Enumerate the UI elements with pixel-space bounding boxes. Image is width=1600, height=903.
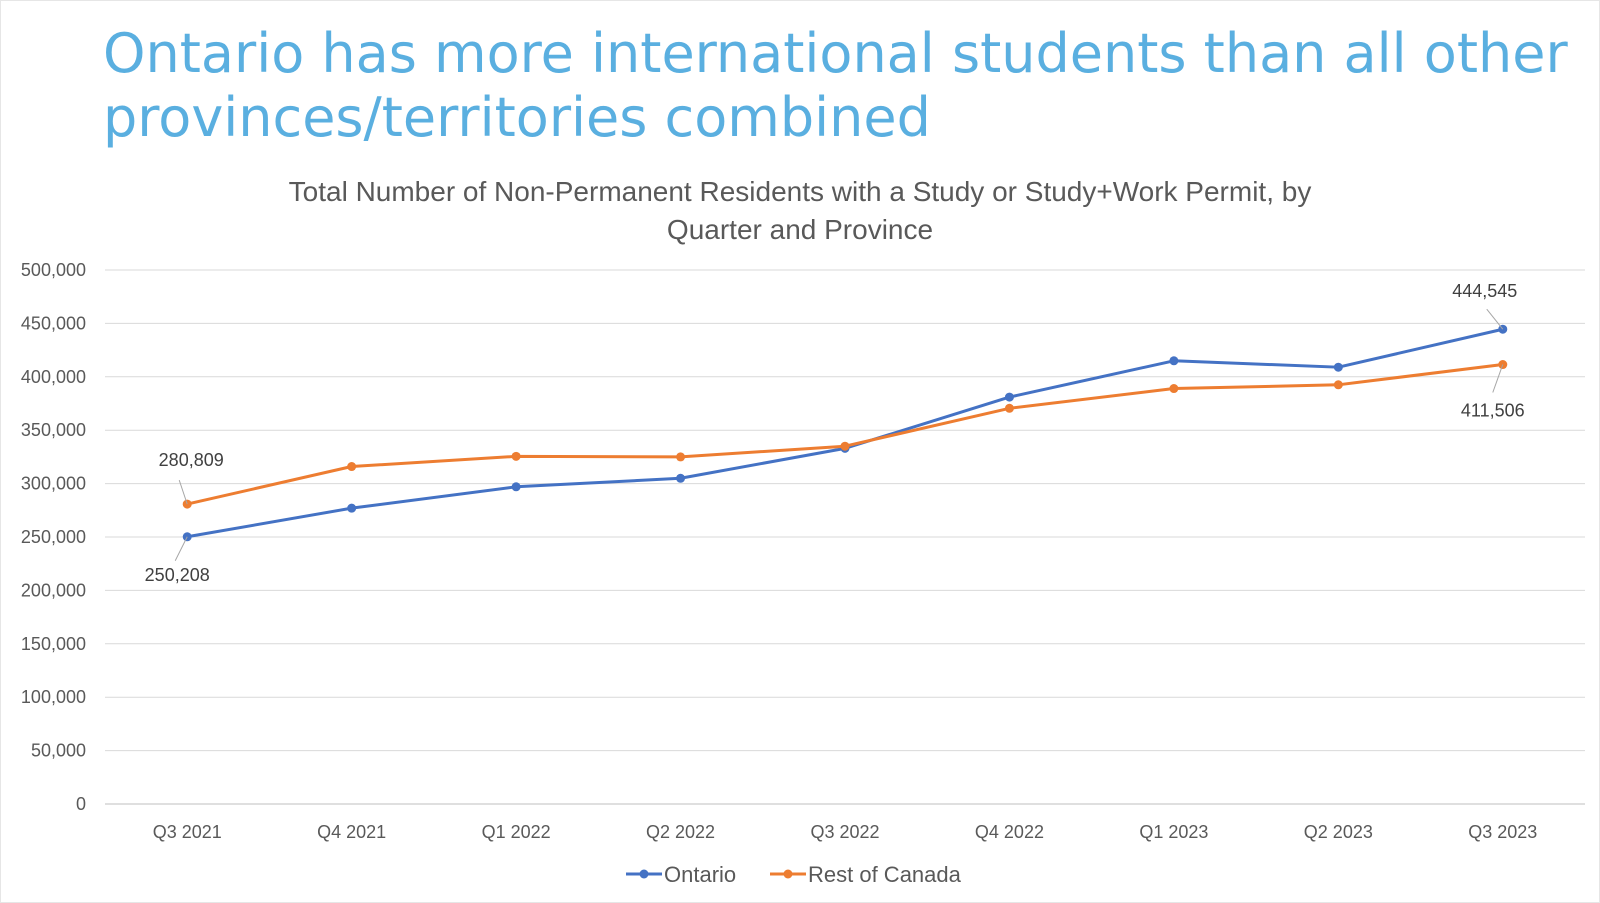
x-tick-label: Q3 2023 [1468,822,1537,842]
legend-item-ontario: Ontario [626,862,736,887]
y-tick-label: 200,000 [21,580,86,600]
data-label: 250,208 [145,565,210,585]
data-point [840,441,850,451]
x-tick-label: Q4 2022 [975,822,1044,842]
data-label: 411,506 [1461,401,1525,421]
data-label-leader [174,536,188,562]
data-point [1004,392,1014,402]
x-tick-label: Q1 2023 [1139,822,1208,842]
x-tick-label: Q3 2022 [810,822,879,842]
data-point [1333,362,1343,372]
y-tick-label: 500,000 [21,260,86,280]
y-tick-label: 350,000 [21,420,86,440]
legend-swatch-marker [783,869,793,879]
data-label: 280,809 [159,450,224,470]
y-axis: 0 50,000 100,000 150,000 200,000 250,000 300,0… [21,260,86,814]
y-tick-label: 150,000 [21,634,86,654]
chart-title-line-2: Quarter and Province [667,214,933,245]
x-axis: Q3 2021 Q4 2021 Q1 2022 Q2 2022 Q3 2022 Q4 20… [153,822,1538,842]
data-point [1169,384,1179,394]
data-point [511,451,521,461]
y-tick-label: 250,000 [21,527,86,547]
data-label-leader [1486,308,1504,330]
data-label: 444,545 [1452,281,1517,301]
series-ontario [182,324,1508,542]
data-point [1004,403,1014,413]
x-tick-label: Q1 2022 [482,822,551,842]
legend-swatch-marker [639,869,649,879]
chart-legend: Ontario Rest of Canada [626,862,962,887]
data-point [1333,380,1343,390]
x-tick-label: Q4 2021 [317,822,386,842]
data-label-leader [178,479,188,505]
series-line [185,327,1505,539]
x-tick-label: Q2 2022 [646,822,715,842]
data-point [1169,356,1179,366]
data-label-leader [1492,364,1504,393]
chart-title-line-1: Total Number of Non-Permanent Residents … [289,176,1312,207]
data-point [347,503,357,513]
slide-headline: Ontario has more international students … [103,22,1583,150]
data-point [347,462,357,472]
data-labels: 250,208 280,809 444,545 411,506 [145,281,1525,585]
legend-label: Rest of Canada [808,862,962,887]
y-tick-label: 450,000 [21,313,86,333]
data-point [676,452,686,462]
data-point [511,482,521,492]
legend-item-rest-of-canada: Rest of Canada [770,862,962,887]
y-tick-label: 300,000 [21,474,86,494]
y-tick-label: 50,000 [31,741,86,761]
y-tick-label: 100,000 [21,687,86,707]
data-point [676,473,686,483]
x-tick-label: Q3 2021 [153,822,222,842]
series-rest-of-canada [182,360,1508,509]
y-tick-label: 0 [76,794,86,814]
x-tick-label: Q2 2023 [1304,822,1373,842]
series-layer [182,324,1508,542]
legend-label: Ontario [664,862,736,887]
slide-headline-line-2: provinces/territories combined [103,86,931,149]
y-tick-label: 400,000 [21,367,86,387]
gridlines [105,269,1585,805]
slide-headline-line-1: Ontario has more international students … [103,22,1568,85]
